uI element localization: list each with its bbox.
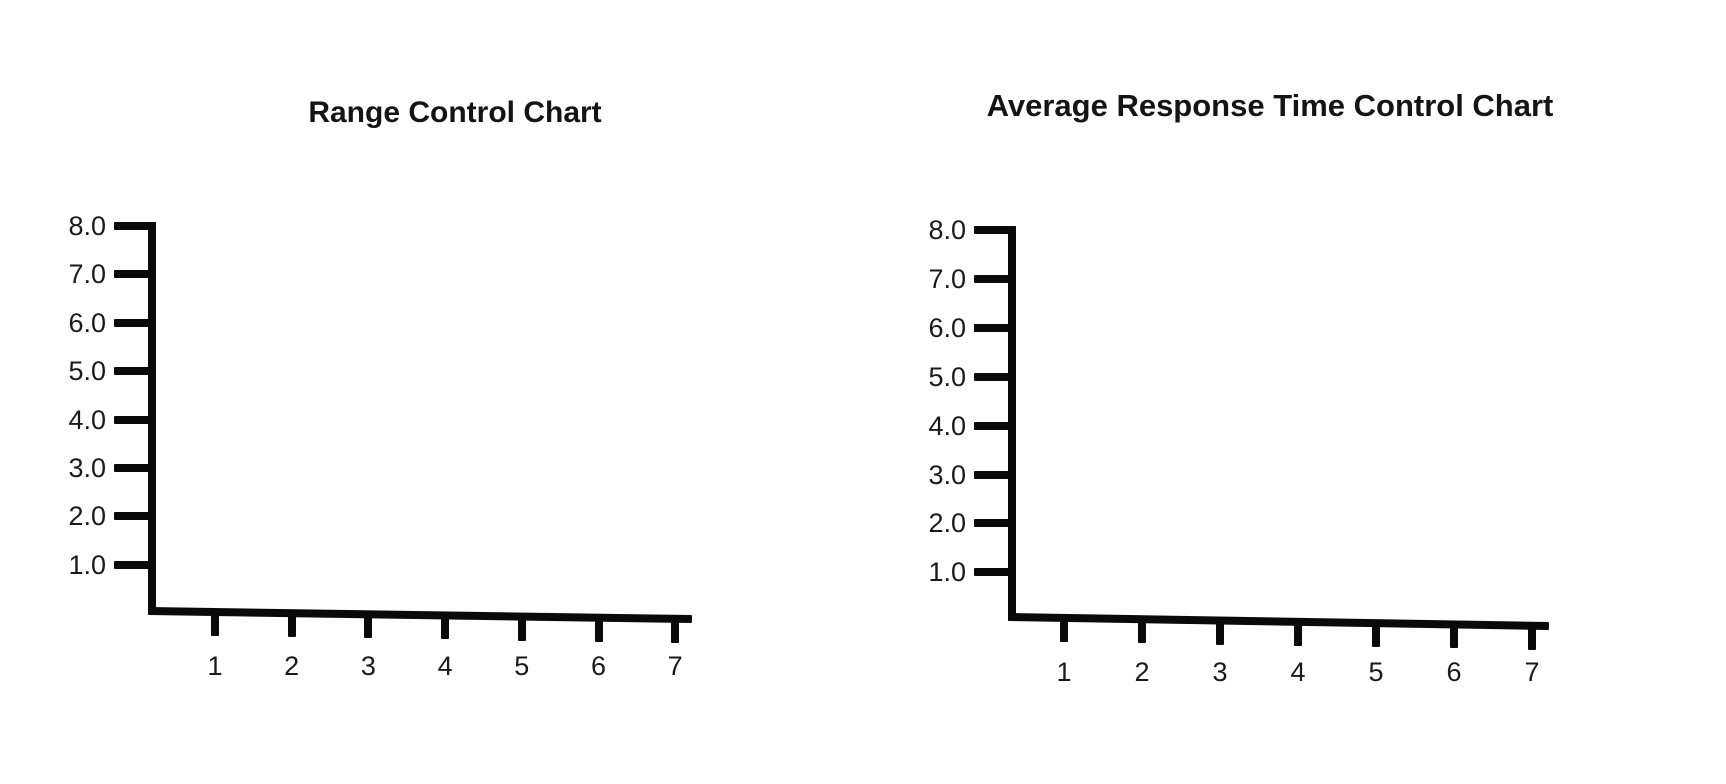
y-tick [114,318,156,327]
x-tick [1372,622,1380,648]
x-tick-label: 3 [1212,657,1228,687]
y-tick-label: 5.0 [928,361,966,392]
x-tick [1060,616,1068,642]
x-tick [287,612,296,638]
x-tick-label: 2 [284,651,300,681]
y-tick-label: 7.0 [68,259,106,290]
x-tick-label: 7 [667,651,683,681]
x-tick [211,610,219,636]
y-tick [974,470,1016,479]
x-tick [1294,620,1302,646]
x-tick-label: 4 [437,651,453,681]
x-tick [1216,619,1224,645]
y-tick [114,222,156,230]
y-tick-label: 3.0 [68,453,106,483]
x-tick-label: 7 [1524,657,1540,687]
chart-title: Average Response Time Control Chart [986,88,1554,123]
x-tick-label: 5 [1368,657,1384,687]
y-tick [974,568,1016,577]
y-tick [114,367,156,376]
chart-title: Range Control Chart [308,96,602,129]
x-tick [1450,623,1458,649]
x-tick-label: 1 [207,651,223,681]
y-tick-label: 1.0 [928,557,966,588]
x-tick-label: 6 [1446,657,1462,687]
y-tick [114,560,156,569]
y-tick-label: 1.0 [68,549,106,580]
x-tick [441,614,450,640]
x-tick [364,613,373,639]
y-tick-label: 6.0 [68,307,106,338]
x-tick [517,615,526,641]
x-tick-label: 2 [1134,657,1150,687]
y-tick [974,421,1016,430]
y-tick-label: 8.0 [928,215,966,245]
y-tick-label: 4.0 [68,404,106,435]
x-tick [1528,624,1536,650]
x-tick-label: 4 [1290,657,1306,687]
y-tick [114,512,156,521]
y-tick-label: 2.0 [68,501,106,532]
y-tick-label: 6.0 [928,312,966,343]
x-tick-label: 1 [1056,657,1072,687]
y-tick-label: 8.0 [68,211,106,241]
x-tick-label: 3 [360,651,376,681]
x-tick-label: 5 [514,651,530,681]
y-tick-label: 3.0 [928,459,966,490]
x-tick [594,616,603,642]
y-tick [114,270,156,279]
y-tick-label: 5.0 [68,356,106,387]
y-tick [974,519,1016,528]
y-tick [114,415,156,424]
y-tick [974,323,1016,332]
y-tick-label: 7.0 [928,263,966,294]
x-tick-label: 6 [590,651,607,681]
y-tick [974,226,1016,234]
x-tick [1138,618,1146,644]
y-tick [114,464,156,472]
y-tick [974,372,1016,381]
x-tick [671,617,680,643]
x-axis [1007,613,1549,631]
y-tick-label: 4.0 [928,410,966,441]
y-tick [974,274,1016,283]
y-tick-label: 2.0 [928,508,966,539]
